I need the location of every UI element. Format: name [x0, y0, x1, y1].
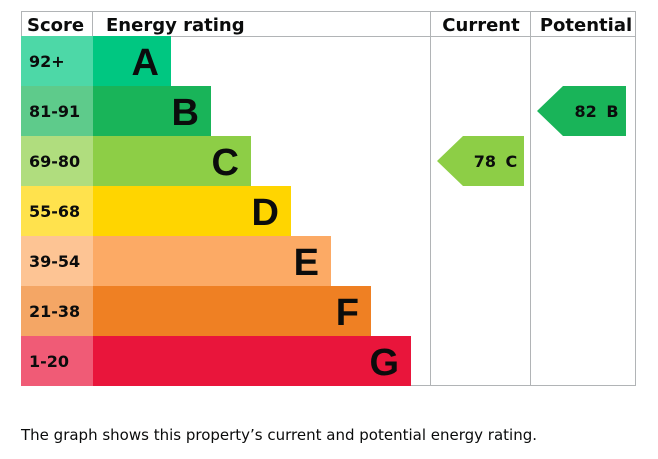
- rating-bar-g: [93, 336, 411, 386]
- score-cell-b: [21, 86, 93, 136]
- rating-bar-a: [93, 36, 171, 86]
- rating-bar-b: [93, 86, 211, 136]
- header-current: Current: [442, 15, 520, 36]
- rating-letter-c: C: [212, 142, 239, 184]
- score-cell-a: [21, 36, 93, 86]
- rating-letter-b: B: [172, 92, 199, 134]
- score-cell-f: [21, 286, 93, 336]
- score-label-c: 69-80: [29, 152, 80, 171]
- rating-bar-f: [93, 286, 371, 336]
- rating-letter-e: E: [294, 242, 319, 284]
- score-label-e: 39-54: [29, 252, 80, 271]
- chart-caption: The graph shows this property’s current …: [21, 426, 537, 444]
- score-label-g: 1-20: [29, 352, 69, 371]
- score-cell-c: [21, 136, 93, 186]
- rating-letter-d: D: [252, 192, 279, 234]
- score-label-a: 92+: [29, 52, 65, 71]
- score-label-d: 55-68: [29, 202, 80, 221]
- header-energy-rating: Energy rating: [106, 15, 245, 36]
- energy-rating-chart: Score Energy rating Current Potential 92…: [21, 11, 636, 386]
- rating-letter-f: F: [336, 292, 359, 334]
- score-label-f: 21-38: [29, 302, 80, 321]
- current-rating-arrow: [437, 136, 524, 186]
- rating-bands: 92+ A 81-91 B 69-80 C 55-68 D 39-54 E 21-38 F 1-20 G: [21, 36, 411, 386]
- current-rating-arrow-label: 78 C: [474, 152, 518, 171]
- rating-bar-e: [93, 236, 331, 286]
- score-label-b: 81-91: [29, 102, 80, 121]
- score-cell-e: [21, 236, 93, 286]
- potential-rating-arrow: [537, 86, 626, 136]
- rating-letter-g: G: [369, 342, 399, 384]
- potential-rating-arrow-label: 82 B: [574, 102, 618, 121]
- rating-bar-c: [93, 136, 251, 186]
- score-cell-d: [21, 186, 93, 236]
- score-cell-g: [21, 336, 93, 386]
- rating-bar-d: [93, 186, 291, 236]
- rating-letter-a: A: [132, 42, 159, 84]
- header-score: Score: [27, 15, 84, 36]
- rating-arrows: 78 C 82 B: [437, 86, 626, 186]
- header-potential: Potential: [540, 15, 632, 36]
